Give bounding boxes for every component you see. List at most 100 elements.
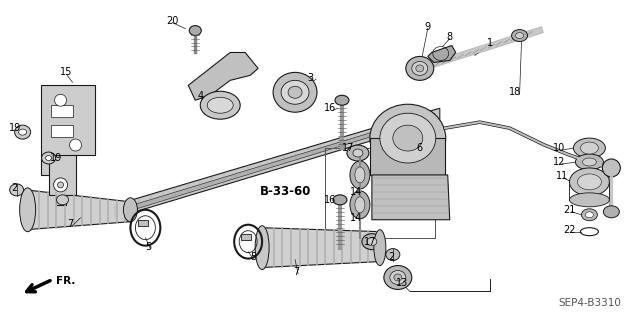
Ellipse shape — [602, 159, 620, 177]
Text: 10: 10 — [554, 143, 566, 153]
Ellipse shape — [350, 191, 370, 219]
Text: 19: 19 — [51, 153, 63, 163]
Ellipse shape — [386, 249, 400, 261]
Text: 13: 13 — [396, 278, 408, 288]
Ellipse shape — [406, 56, 434, 80]
Ellipse shape — [355, 197, 365, 213]
Text: 19: 19 — [8, 123, 20, 133]
Ellipse shape — [575, 154, 604, 170]
Polygon shape — [262, 228, 380, 268]
Ellipse shape — [581, 209, 597, 221]
Text: 14: 14 — [350, 187, 362, 197]
Ellipse shape — [70, 139, 81, 151]
Text: 7: 7 — [293, 266, 299, 277]
Ellipse shape — [355, 167, 365, 183]
Ellipse shape — [350, 161, 370, 189]
Polygon shape — [370, 138, 445, 175]
Polygon shape — [372, 175, 450, 220]
Ellipse shape — [200, 91, 240, 119]
Ellipse shape — [380, 113, 436, 163]
Bar — [51, 105, 72, 117]
Ellipse shape — [604, 206, 620, 218]
Ellipse shape — [353, 149, 363, 157]
Ellipse shape — [288, 86, 302, 98]
Ellipse shape — [394, 274, 402, 281]
Bar — [325, 148, 435, 238]
Text: 14: 14 — [350, 213, 362, 223]
Ellipse shape — [10, 184, 24, 196]
Ellipse shape — [511, 30, 527, 41]
Bar — [241, 234, 251, 240]
Ellipse shape — [56, 195, 68, 205]
Text: 7: 7 — [67, 219, 74, 229]
Ellipse shape — [384, 265, 412, 289]
Ellipse shape — [124, 198, 138, 222]
Text: 12: 12 — [554, 157, 566, 167]
Polygon shape — [115, 108, 440, 218]
Ellipse shape — [582, 158, 596, 166]
Polygon shape — [49, 155, 76, 205]
Bar — [51, 125, 72, 137]
Ellipse shape — [570, 168, 609, 196]
Polygon shape — [188, 52, 258, 100]
Ellipse shape — [19, 129, 27, 135]
Text: 9: 9 — [425, 22, 431, 32]
Ellipse shape — [15, 125, 31, 139]
Text: 5: 5 — [145, 241, 152, 252]
Text: 16: 16 — [324, 103, 336, 113]
Ellipse shape — [586, 212, 593, 218]
Ellipse shape — [189, 26, 201, 35]
Text: 1: 1 — [486, 38, 493, 48]
Text: 21: 21 — [563, 205, 575, 215]
Ellipse shape — [255, 226, 269, 270]
Ellipse shape — [570, 193, 609, 207]
Ellipse shape — [573, 138, 605, 158]
Text: SEP4-B3310: SEP4-B3310 — [558, 298, 621, 308]
Text: 22: 22 — [563, 225, 576, 235]
Text: 15: 15 — [60, 67, 73, 78]
Ellipse shape — [347, 145, 369, 161]
Text: 2: 2 — [12, 183, 18, 193]
Ellipse shape — [393, 125, 423, 151]
Polygon shape — [120, 113, 435, 214]
Text: 4: 4 — [197, 91, 204, 101]
Text: 2: 2 — [388, 252, 395, 262]
Text: 6: 6 — [417, 143, 423, 153]
Text: B-33-60: B-33-60 — [259, 185, 311, 198]
Ellipse shape — [367, 238, 377, 246]
Text: 17: 17 — [364, 237, 376, 247]
Ellipse shape — [335, 95, 349, 105]
Text: 5: 5 — [250, 252, 256, 262]
Ellipse shape — [207, 97, 233, 113]
Ellipse shape — [370, 104, 445, 172]
Bar — [138, 220, 148, 226]
Ellipse shape — [20, 188, 36, 232]
Ellipse shape — [580, 142, 598, 154]
Ellipse shape — [333, 195, 347, 205]
Ellipse shape — [45, 156, 52, 160]
Ellipse shape — [577, 174, 602, 190]
Polygon shape — [40, 85, 95, 175]
Ellipse shape — [54, 178, 68, 192]
Ellipse shape — [362, 234, 382, 249]
Text: 16: 16 — [324, 195, 336, 205]
Ellipse shape — [374, 230, 386, 265]
Ellipse shape — [54, 94, 67, 106]
Text: FR.: FR. — [56, 277, 75, 286]
Polygon shape — [428, 46, 456, 63]
Text: 3: 3 — [307, 73, 313, 83]
Polygon shape — [26, 190, 131, 230]
Ellipse shape — [42, 152, 56, 164]
Ellipse shape — [390, 271, 406, 285]
Ellipse shape — [273, 72, 317, 112]
Ellipse shape — [412, 62, 428, 75]
Ellipse shape — [416, 65, 424, 72]
Text: 8: 8 — [447, 32, 452, 41]
Text: 17: 17 — [342, 143, 354, 153]
Bar — [325, 148, 435, 238]
Ellipse shape — [58, 182, 63, 188]
Text: 18: 18 — [509, 87, 522, 97]
Text: 11: 11 — [556, 171, 568, 181]
Text: 20: 20 — [166, 16, 179, 26]
Ellipse shape — [516, 33, 524, 39]
